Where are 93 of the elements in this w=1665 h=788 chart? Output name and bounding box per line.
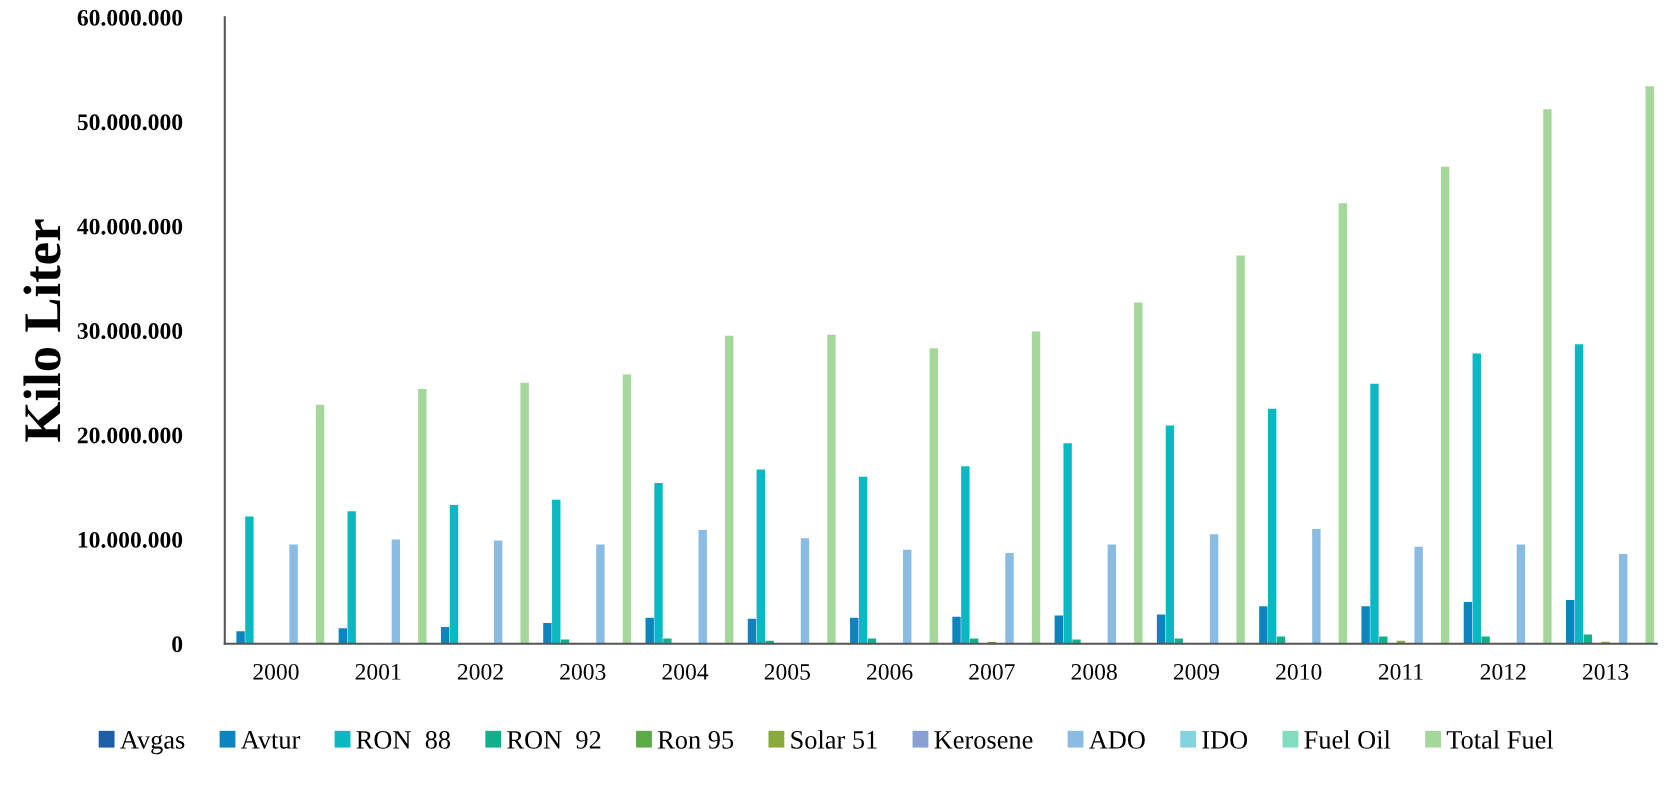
- x-tick-label: 2000: [253, 663, 299, 680]
- bar: [1005, 552, 1014, 644]
- legend-label: Ron 95: [657, 731, 734, 749]
- bar: [654, 483, 663, 644]
- bar: [236, 631, 245, 644]
- legend-label: Avtur: [240, 731, 301, 749]
- bar: [520, 382, 529, 644]
- bar: [338, 628, 348, 644]
- bar: [698, 529, 707, 644]
- y-tick-label: 0: [172, 636, 183, 653]
- bar: [1440, 166, 1450, 644]
- legend-label: Total Fuel: [1446, 730, 1554, 749]
- bar: [449, 504, 459, 644]
- bar: [1414, 546, 1423, 644]
- legend-label: Avgas: [120, 731, 185, 755]
- bar: [1107, 544, 1116, 644]
- bar: [391, 539, 401, 644]
- bar: [1481, 636, 1490, 644]
- bar: [1338, 203, 1348, 644]
- bar: [543, 622, 552, 644]
- legend-label: RON 88: [356, 730, 451, 749]
- y-axis-title: Kilo Liter: [23, 219, 61, 442]
- x-tick-label: 2012: [1480, 663, 1526, 680]
- bar: [245, 516, 254, 644]
- bar: [1268, 408, 1277, 644]
- bar: [903, 549, 912, 644]
- y-tick-label: 60.000.000: [77, 9, 183, 26]
- bar: [1645, 86, 1654, 644]
- x-tick-label: 2003: [560, 663, 606, 680]
- legend-label: IDO: [1202, 731, 1248, 749]
- y-tick-label: 20.000.000: [77, 427, 183, 444]
- y-tick-label: 40.000.000: [77, 218, 183, 235]
- bar: [1574, 344, 1584, 644]
- bar: [493, 540, 503, 644]
- y-tick-label: 10.000.000: [78, 531, 183, 548]
- bar: [645, 617, 654, 644]
- x-tick-label: 2013: [1582, 663, 1629, 680]
- y-tick-label: 50.000.000: [77, 114, 183, 131]
- bar: [1379, 636, 1388, 644]
- bar: [1134, 302, 1143, 644]
- x-tick-label: 2007: [969, 663, 1015, 680]
- bar: [858, 476, 868, 644]
- bar: [1236, 255, 1245, 644]
- bar: [418, 389, 427, 644]
- legend-label: RON 92: [507, 731, 601, 749]
- bar: [1370, 383, 1379, 644]
- bar: [961, 466, 970, 644]
- bar: [756, 469, 765, 644]
- x-tick-label: 2010: [1276, 663, 1322, 680]
- bar: [622, 374, 632, 644]
- bar: [1054, 615, 1064, 644]
- bar: [1543, 109, 1552, 644]
- bar: [1156, 614, 1166, 644]
- bar: [1361, 606, 1370, 644]
- bar: [827, 334, 836, 644]
- bar: [1472, 353, 1481, 644]
- x-tick-label: 2002: [457, 663, 503, 680]
- bar: [725, 335, 734, 644]
- legend-label: Kerosene: [934, 731, 1033, 749]
- x-tick-label: 2008: [1071, 663, 1117, 680]
- bar: [1583, 634, 1593, 644]
- bar: [1063, 443, 1072, 644]
- bar: [800, 538, 810, 644]
- bar: [440, 627, 450, 644]
- bar: [347, 511, 356, 644]
- bar: [1312, 528, 1321, 644]
- bar: [952, 616, 961, 644]
- bar: [1516, 544, 1526, 644]
- bar: [1276, 636, 1286, 644]
- x-tick-label: 2001: [355, 663, 401, 680]
- bar: [1209, 534, 1219, 644]
- bar: [1619, 554, 1628, 644]
- x-tick-label: 2006: [867, 663, 913, 680]
- bar: [552, 499, 561, 644]
- bar: [850, 617, 859, 644]
- bar: [289, 544, 298, 644]
- bar: [929, 348, 938, 644]
- bar: [596, 544, 605, 644]
- x-tick-label: 2004: [662, 663, 709, 680]
- legend-label: Solar 51: [791, 730, 877, 749]
- x-tick-label: 2009: [1173, 663, 1220, 680]
- x-tick-label: 2005: [764, 663, 810, 680]
- bar: [1463, 602, 1473, 644]
- bar: [1031, 331, 1041, 644]
- y-tick-label: 30.000.000: [77, 323, 183, 340]
- x-tick-label: 2011: [1378, 663, 1423, 680]
- legend-label: Fuel Oil: [1304, 730, 1391, 749]
- bar: [747, 618, 757, 644]
- legend-label: ADO: [1089, 731, 1145, 749]
- bar: [1566, 599, 1575, 644]
- bar: [315, 404, 325, 644]
- bar: [1165, 425, 1175, 644]
- bar: [1259, 606, 1268, 644]
